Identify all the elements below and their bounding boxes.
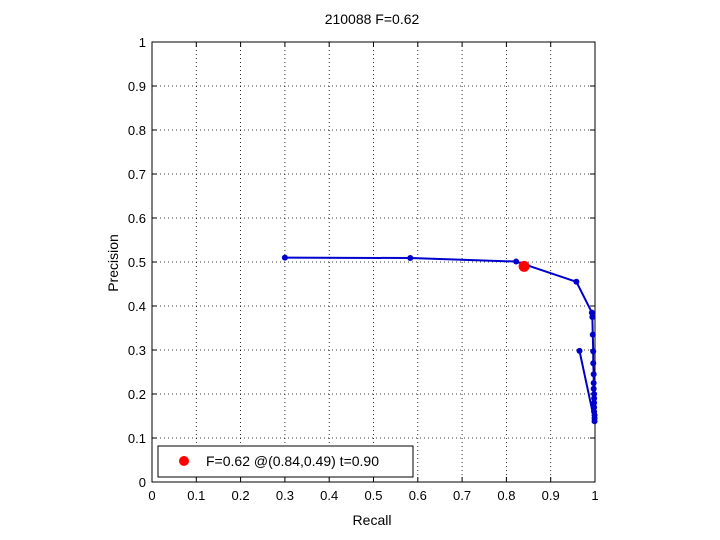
y-tick-label: 0 [139,475,146,490]
x-tick-label: 0.1 [187,488,205,503]
data-point [590,360,597,367]
x-tick-label: 0.9 [542,488,560,503]
legend-marker [179,456,189,466]
data-point [513,258,520,265]
x-tick-label: 0.4 [320,488,338,503]
data-point [591,395,598,402]
y-tick-label: 0.5 [128,255,146,270]
y-tick-label: 0.1 [128,431,146,446]
legend: F=0.62 @(0.84,0.49) t=0.90 [157,445,414,478]
y-tick-label: 0.7 [128,167,146,182]
data-point [591,404,598,411]
data-point [591,418,598,425]
data-point [281,254,288,261]
data-point [588,309,595,316]
y-tick-label: 1 [139,35,146,50]
chart-title: 210088 F=0.62 [325,11,420,27]
x-tick-label: 0.5 [364,488,382,503]
x-tick-label: 0.8 [497,488,515,503]
data-point [590,348,597,355]
y-tick-label: 0.9 [128,79,146,94]
y-axis-title: Precision [105,234,121,292]
y-tick-label: 0.3 [128,343,146,358]
data-point [589,314,596,320]
y-tick-label: 0.2 [128,387,146,402]
x-tick-label: 0.2 [232,488,250,503]
x-axis-title: Recall [353,512,392,528]
x-tick-label: 1 [591,488,598,503]
data-point [573,278,580,285]
best-f-point [518,260,530,272]
data-point [407,255,414,262]
data-point [590,380,597,386]
data-point [591,399,598,406]
data-point [591,391,598,397]
x-tick-label: 0 [148,488,155,503]
y-tick-label: 0.8 [128,123,146,138]
x-tick-label: 0.6 [409,488,427,503]
x-tick-label: 0.7 [453,488,471,503]
series-line [284,256,596,423]
data-point [576,347,583,354]
data-point [590,385,597,392]
x-tick-label: 0.3 [276,488,294,503]
legend-box [157,445,414,478]
ticks: 0 0.1 0.2 0.3 0.4 0.5 0.6 0.7 0.8 0.9 1 0 0.1 0.2 0.3 0… [128,35,599,503]
data-point [590,371,597,378]
data-point [589,331,596,338]
series-group [281,254,598,425]
legend-label: F=0.62 @(0.84,0.49) t=0.90 [206,453,379,469]
grid [152,42,595,482]
y-tick-label: 0.6 [128,211,146,226]
y-tick-label: 0.4 [128,299,146,314]
